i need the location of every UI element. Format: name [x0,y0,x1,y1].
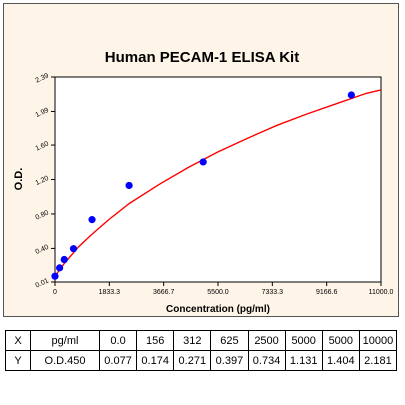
y-tick-label: 1.20 [35,175,50,187]
y-tick-label: 0.80 [35,209,50,221]
plot-area [54,76,382,283]
y-tick-label: 1.60 [35,140,50,152]
table-cell: 0.397 [210,350,249,371]
table-row-x: X pg/ml 0.0 156 312 625 2500 5000 5000 1… [5,330,398,351]
x-tick-label: 0 [53,289,57,296]
data-point [51,272,59,280]
data-point [69,245,78,253]
table-cell: 0.271 [173,350,212,371]
row-unit: pg/ml [30,330,100,351]
data-points-layer [51,91,355,280]
table-cell: 10000 [358,330,398,351]
standard-data-table: X pg/ml 0.0 156 312 625 2500 5000 5000 1… [5,330,398,371]
y-axis-label: O.D. [13,168,25,191]
y-axis-ticks: 0.01 0.40 0.80 1.20 1.60 1.99 2.39 [35,72,55,290]
x-axis-ticks: 0 1833.3 3666.7 5500.0 7333.3 9166.6 11000.0 [53,282,393,296]
x-tick-label: 5500.0 [207,289,229,296]
data-point [60,255,68,264]
row-label: Y [5,350,31,371]
table-cell: 1.131 [284,350,323,371]
table-row-y: Y O.D.450 0.077 0.174 0.271 0.397 0.734 … [5,350,398,371]
table-cell: 156 [136,330,175,351]
table-cell: 0.174 [136,350,175,371]
x-tick-label: 7333.3 [262,289,284,296]
data-point [347,91,355,99]
table-cell: 625 [210,330,249,351]
fit-curve-layer [54,89,382,277]
data-point [125,181,133,190]
data-point [88,216,96,224]
x-tick-label: 3666.7 [153,289,175,296]
table-cell: 2500 [247,330,286,351]
y-tick-label: 1.99 [35,107,50,119]
row-unit: O.D.450 [30,350,100,371]
chart-figure: Human PECAM-1 ELISA Kit 0.01 0.40 0.80 1.20… [3,3,399,317]
x-tick-label: 9166.6 [316,289,338,296]
table-cell: 5000 [321,330,360,351]
x-tick-label: 11000.0 [369,289,394,296]
table-cell: 312 [173,330,212,351]
table-cell: 0.734 [247,350,286,371]
chart-svg: Human PECAM-1 ELISA Kit 0.01 0.40 0.80 1.20… [13,49,393,315]
data-point [56,264,64,272]
chart-title: Human PECAM-1 ELISA Kit [105,49,299,66]
y-tick-label: 2.39 [35,72,50,84]
y-tick-label: 0.01 [35,277,50,289]
table-cell: 5000 [284,330,323,351]
x-axis-label: Concentration (pg/ml) [166,304,270,315]
table-cell: 0.0 [98,330,138,351]
data-point [199,158,207,166]
fit-curve-line [54,89,382,277]
y-tick-label: 0.40 [35,244,50,256]
x-tick-label: 1833.3 [99,289,121,296]
table-cell: 0.077 [98,350,138,371]
row-label: X [5,330,31,351]
table-cell: 1.404 [321,350,360,371]
table-cell: 2.181 [358,350,398,371]
